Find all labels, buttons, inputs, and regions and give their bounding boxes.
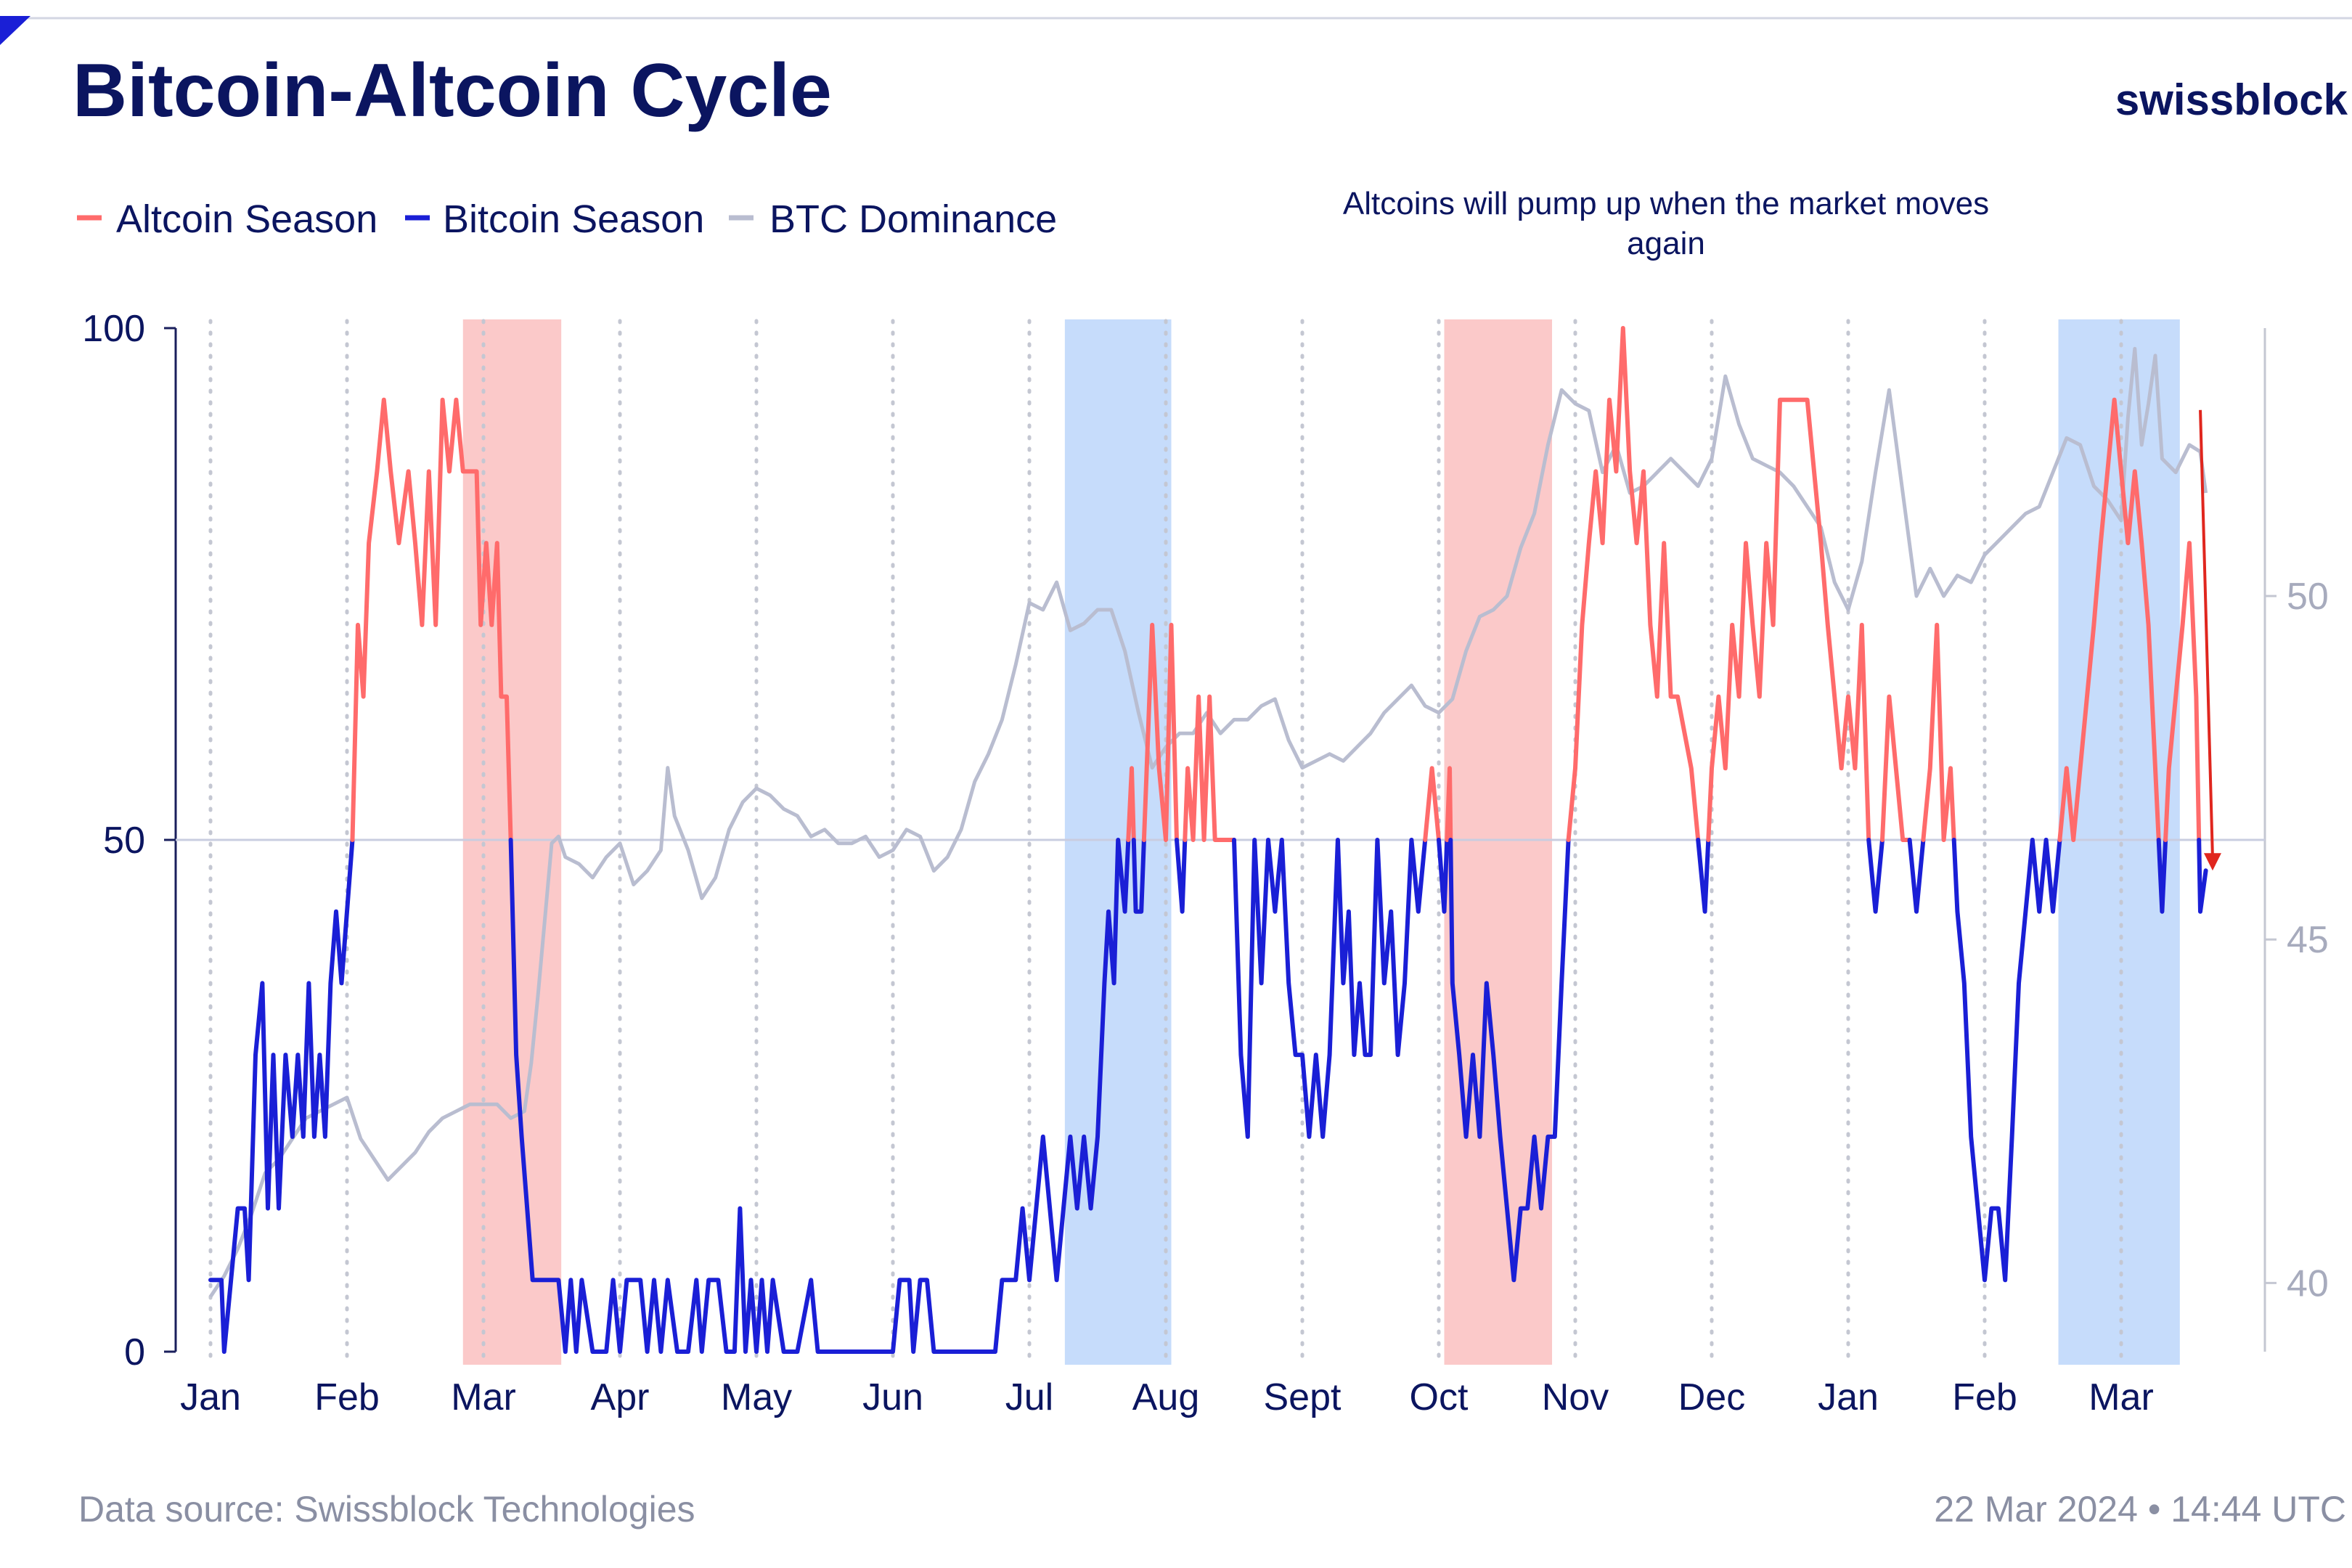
altcoin-season-segment: [1183, 694, 1236, 842]
bitcoin-season-segment: [1696, 838, 1711, 914]
altcoin-season-segment: [1423, 766, 1441, 842]
altcoin-season-segment: [1566, 326, 1701, 842]
forecast-arrow-head: [2203, 853, 2221, 871]
season-series: [208, 326, 2208, 1354]
altcoin-season-segment: [1706, 397, 1871, 842]
x-tick-label: Jul: [1005, 1376, 1053, 1418]
x-tick-label: Jun: [862, 1376, 923, 1418]
annotation-line-1: Altcoins will pump up when the market mo…: [1343, 186, 1989, 221]
x-tick-label: Feb: [314, 1376, 380, 1418]
bitcoin-season-segment: [1448, 838, 1571, 1283]
altcoin-season-segment: [1921, 622, 1956, 842]
right-tick-label: 50: [2287, 576, 2329, 618]
timestamp: 22 Mar 2024 • 14:44 UTC: [1934, 1489, 2346, 1530]
bitcoin-season-band-3: [2058, 319, 2180, 1365]
bitcoin-season-segment: [1866, 838, 1885, 914]
altcoin-season-segment: [1126, 766, 1136, 842]
bitcoin-season-segment: [2197, 838, 2208, 914]
x-tick-label: Mar: [451, 1376, 516, 1418]
left-tick-label: 100: [82, 308, 145, 350]
right-tick-label: 40: [2287, 1262, 2329, 1304]
x-tick-label: Feb: [1952, 1376, 2017, 1418]
brand-logo: swissblock: [2115, 75, 2348, 124]
altcoin-season-segment: [2163, 541, 2202, 842]
page-title: Bitcoin-Altcoin Cycle: [73, 49, 832, 133]
bitcoin-season-segment: [1907, 838, 1926, 914]
x-tick-label: Nov: [1542, 1376, 1609, 1418]
month-grid: Jan Feb Mar Apr May Jun Jul Aug Sept Oct Nov Dec Jan…: [180, 319, 2154, 1418]
x-tick-label: Jan: [180, 1376, 241, 1418]
altcoin-season-band-2: [1444, 319, 1553, 1365]
x-tick-label: Apr: [591, 1376, 650, 1418]
bitcoin-season-segment: [1951, 838, 2062, 1283]
altcoin-season-segment: [2057, 397, 2161, 842]
x-tick-label: Aug: [1132, 1376, 1200, 1418]
x-tick-label: Jan: [1818, 1376, 1879, 1418]
altcoin-season-segment: [1445, 766, 1453, 842]
altcoin-season-segment: [350, 397, 513, 842]
altcoin-season-segment: [1141, 622, 1179, 842]
corner-mark: [0, 16, 30, 45]
left-tick-label: 0: [124, 1331, 145, 1373]
legend-label-dominance: BTC Dominance: [769, 197, 1057, 241]
bitcoin-season-segment: [1175, 838, 1188, 914]
bitcoin-season-segment: [1437, 838, 1450, 914]
bitcoin-season-segment: [508, 838, 1131, 1354]
legend: Altcoin Season Bitcoin Season BTC Domina…: [77, 197, 1057, 241]
forecast-arrow: [2199, 409, 2221, 871]
left-tick-label: 50: [103, 820, 145, 862]
x-tick-label: Dec: [1678, 1376, 1745, 1418]
x-tick-label: Mar: [2088, 1376, 2154, 1418]
legend-label-bitcoin: Bitcoin Season: [443, 197, 704, 241]
data-source: Data source: Swissblock Technologies: [78, 1489, 695, 1530]
x-tick-label: May: [721, 1376, 792, 1418]
altcoin-season-segment: [1880, 694, 1912, 842]
bitcoin-season-segment: [208, 838, 355, 1354]
forecast-arrow-shaft: [2199, 409, 2214, 858]
x-tick-label: Oct: [1410, 1376, 1469, 1418]
bitcoin-season-segment: [1232, 838, 1428, 1139]
axes: 0 50 100 40 45 50: [82, 308, 2329, 1373]
annotation-line-2: again: [1627, 226, 1705, 261]
x-tick-label: Sept: [1264, 1376, 1342, 1418]
bitcoin-season-segment: [2156, 838, 2168, 914]
right-tick-label: 45: [2287, 919, 2329, 961]
legend-label-altcoin: Altcoin Season: [116, 197, 377, 241]
bitcoin-season-segment: [1131, 838, 1146, 914]
